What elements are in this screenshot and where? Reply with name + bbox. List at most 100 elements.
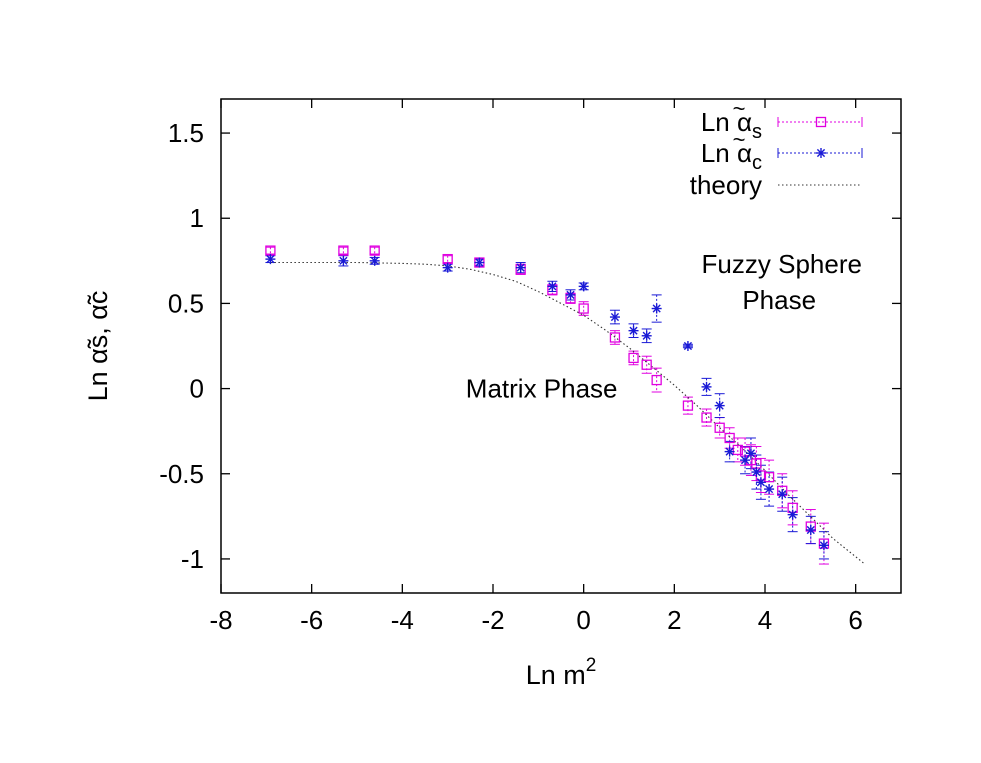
plot-frame bbox=[220, 98, 902, 594]
legend-label-sub: c bbox=[752, 152, 762, 174]
y-tick-label: 0 bbox=[190, 374, 204, 404]
legend-label-base: Ln α bbox=[701, 107, 752, 137]
y-tick-label: 0.5 bbox=[168, 288, 204, 318]
alpha_c-marker bbox=[740, 455, 751, 466]
alpha_c-marker bbox=[265, 254, 276, 265]
alpha_s-marker bbox=[578, 303, 589, 314]
axis-labels: Ln m2 Ln α̃s, α̃c bbox=[83, 291, 596, 690]
x-axis-label-base: Ln m bbox=[526, 660, 586, 690]
legend-label: Ln αc bbox=[701, 138, 762, 174]
alpha_s-marker bbox=[641, 359, 652, 370]
alpha_c-marker bbox=[818, 540, 829, 551]
star-stroke bbox=[788, 510, 797, 519]
alpha_c-marker bbox=[628, 325, 639, 336]
alpha_c-marker bbox=[777, 489, 788, 500]
x-tick-label: 2 bbox=[667, 605, 681, 635]
alpha_c-marker bbox=[547, 281, 558, 292]
star-stroke bbox=[652, 304, 661, 313]
alpha_c-marker bbox=[745, 448, 756, 459]
alpha_s-marker bbox=[724, 432, 735, 444]
alpha_c-marker bbox=[369, 255, 380, 266]
star-stroke bbox=[778, 490, 787, 499]
star-stroke bbox=[702, 382, 711, 391]
x-tick-label: -2 bbox=[481, 605, 504, 635]
alpha_c-marker bbox=[651, 303, 662, 314]
legend-label: Ln αs bbox=[701, 107, 762, 143]
star-stroke bbox=[516, 263, 525, 272]
alpha_c-marker bbox=[442, 262, 453, 273]
theory-curve bbox=[270, 261, 866, 565]
alpha_c-marker bbox=[682, 341, 693, 351]
star-stroke bbox=[764, 484, 774, 494]
x-tick-label: -8 bbox=[209, 605, 232, 635]
y-axis-label: Ln α̃s, α̃c bbox=[83, 291, 113, 402]
star-stroke bbox=[475, 258, 484, 267]
star-stroke bbox=[683, 341, 693, 351]
star-stroke bbox=[548, 282, 557, 291]
star-stroke bbox=[715, 401, 724, 410]
legend-swatch-marker bbox=[815, 116, 827, 128]
legend-label: theory bbox=[690, 170, 762, 200]
alpha_s-marker bbox=[651, 374, 662, 386]
legend-tilde: ~ bbox=[733, 127, 746, 152]
star-stroke bbox=[756, 478, 766, 487]
x-tick-label: 6 bbox=[848, 605, 862, 635]
star-stroke bbox=[629, 326, 638, 335]
star-stroke bbox=[819, 541, 829, 550]
alpha_c-marker bbox=[701, 381, 712, 392]
alpha_s-marker bbox=[369, 245, 380, 256]
x-tick-label: 4 bbox=[758, 605, 772, 635]
alpha_s-marker bbox=[338, 245, 349, 256]
alpha_s-marker bbox=[701, 412, 712, 423]
alpha_c-marker bbox=[751, 467, 762, 478]
x-tick-label: 0 bbox=[576, 605, 590, 635]
annotation-label: Fuzzy Sphere bbox=[702, 249, 862, 279]
y-tick-label: 1.5 bbox=[168, 118, 204, 148]
tick-labels: -8 -6 -4 -2 0 2 4 6 -1 -0.5 0 0.5 1 1.5 bbox=[159, 118, 863, 635]
alpha_c-marker bbox=[805, 524, 816, 535]
star-stroke bbox=[370, 256, 379, 265]
star-stroke bbox=[443, 263, 452, 272]
star-stroke bbox=[566, 290, 575, 299]
x-axis-label-sup: 2 bbox=[586, 655, 597, 676]
y-tick-label: -1 bbox=[181, 544, 204, 574]
star-stroke bbox=[725, 447, 734, 456]
y-tick-label: -0.5 bbox=[159, 459, 204, 489]
annotation-label: Matrix Phase bbox=[466, 374, 618, 404]
legend-swatch-marker bbox=[816, 148, 826, 158]
legend-tilde: ~ bbox=[733, 96, 746, 121]
star-stroke bbox=[740, 456, 750, 465]
alpha_c-marker bbox=[565, 289, 576, 300]
alpha_s-marker bbox=[628, 352, 639, 364]
x-tick-label: -6 bbox=[300, 605, 323, 635]
star-stroke bbox=[816, 148, 826, 158]
alpha_c-marker bbox=[755, 477, 766, 488]
alpha_s-marker bbox=[714, 422, 725, 433]
star-stroke bbox=[642, 331, 651, 340]
axes bbox=[220, 98, 902, 594]
legend: Ln αs~Ln αc~theory bbox=[690, 96, 863, 200]
legend-label-sub: s bbox=[752, 121, 762, 143]
alpha_c-marker bbox=[787, 509, 798, 520]
alpha_c-marker bbox=[714, 400, 725, 411]
alpha_c-marker bbox=[764, 484, 775, 495]
star-stroke bbox=[746, 449, 756, 458]
alpha_s-marker bbox=[609, 332, 621, 343]
star-stroke bbox=[806, 525, 815, 535]
alpha_s-marker bbox=[763, 472, 775, 483]
alpha_c-marker bbox=[338, 255, 349, 266]
alpha_c-marker bbox=[724, 446, 735, 457]
alpha_c-marker bbox=[609, 312, 620, 323]
x-tick-label: -4 bbox=[391, 605, 414, 635]
y-tick-label: 1 bbox=[190, 203, 204, 233]
alpha_c-marker bbox=[641, 330, 652, 341]
legend-label-base: Ln α bbox=[701, 138, 752, 168]
alpha_c-marker bbox=[515, 262, 526, 273]
alpha_s-marker bbox=[732, 444, 743, 456]
star-stroke bbox=[579, 282, 588, 291]
alpha_s-marker bbox=[682, 400, 694, 411]
theory-curve-group bbox=[270, 261, 866, 565]
annotations: Matrix Phase Fuzzy Sphere Phase bbox=[466, 249, 862, 403]
